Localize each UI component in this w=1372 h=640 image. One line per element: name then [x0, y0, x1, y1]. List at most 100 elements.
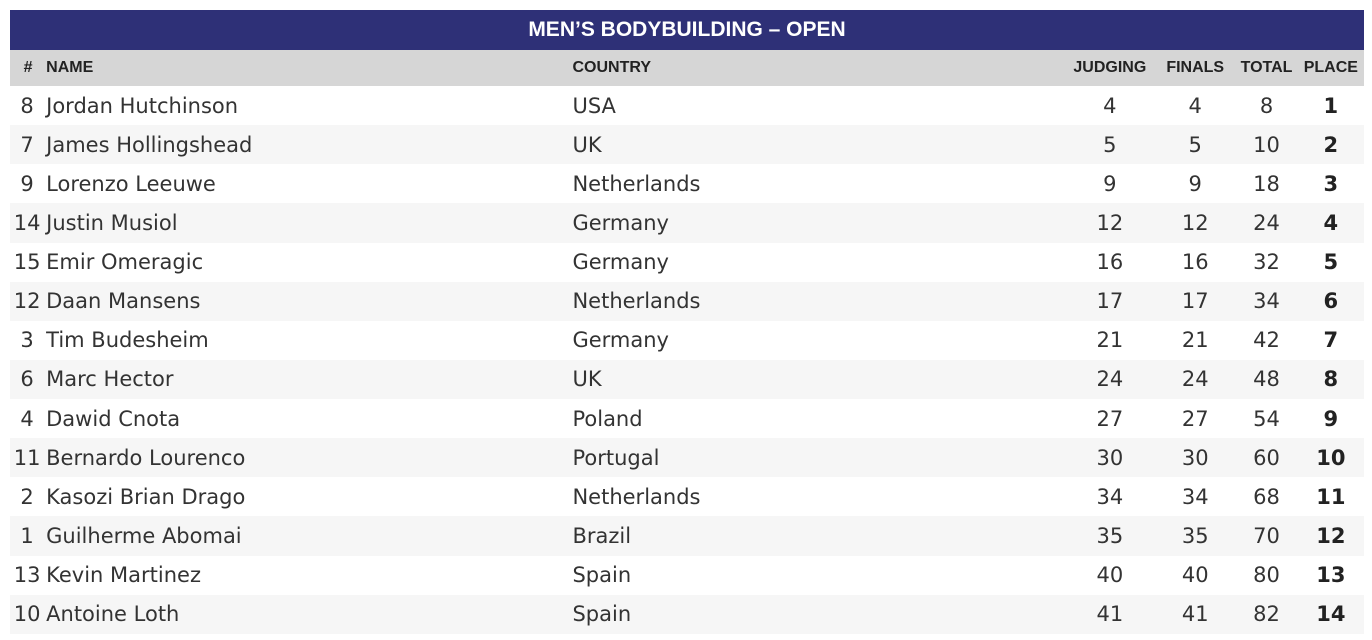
cell-place: 1	[1323, 93, 1339, 118]
cell-judging: 12	[1096, 210, 1124, 235]
cell-total: 32	[1253, 250, 1280, 275]
cell-judging: 16	[1096, 250, 1124, 275]
column-header-finals: FINALS	[1166, 59, 1225, 76]
cell-total: 34	[1253, 289, 1280, 314]
cell-country: Germany	[572, 328, 669, 353]
cell-total: 82	[1253, 602, 1280, 627]
table-row: 11 Bernardo Lourenco Portugal 30 30 60 10	[10, 438, 1364, 478]
cell-judging: 41	[1096, 602, 1124, 627]
column-header-number: #	[23, 59, 33, 76]
cell-number: 8	[20, 93, 34, 118]
cell-finals: 5	[1188, 132, 1202, 157]
column-header-place: PLACE	[1303, 59, 1358, 76]
cell-name: Lorenzo Leeuwe	[46, 171, 216, 196]
cell-name: Emir Omeragic	[46, 250, 204, 275]
table-body: 8 Jordan Hutchinson USA 4 4 8 1 7 James Hollings…	[10, 86, 1364, 634]
cell-name: Daan Mansens	[46, 289, 201, 314]
cell-judging: 9	[1103, 171, 1117, 196]
cell-number: 1	[20, 523, 34, 548]
cell-name: Tim Budesheim	[46, 328, 209, 353]
table-row: 8 Jordan Hutchinson USA 4 4 8 1	[10, 86, 1364, 125]
cell-name: Kasozi Brian Drago	[46, 484, 246, 509]
cell-place: 8	[1323, 367, 1339, 392]
cell-place: 4	[1323, 210, 1339, 235]
cell-country: Germany	[572, 210, 669, 235]
table-row: 4 Dawid Cnota Poland 27 27 54 9	[10, 399, 1364, 438]
cell-place: 11	[1316, 484, 1346, 509]
table-row: 7 James Hollingshead UK 5 5 10 2	[10, 125, 1364, 165]
cell-place: 5	[1323, 250, 1339, 275]
cell-country: Spain	[572, 563, 632, 588]
cell-finals: 4	[1188, 93, 1202, 118]
cell-finals: 21	[1181, 328, 1209, 353]
cell-country: Portugal	[572, 445, 660, 470]
cell-place: 3	[1323, 171, 1339, 196]
cell-finals: 40	[1181, 563, 1209, 588]
cell-name: Kevin Martinez	[46, 563, 201, 588]
cell-name: Guilherme Abomai	[46, 523, 242, 548]
cell-country: Germany	[572, 250, 669, 275]
cell-judging: 34	[1096, 484, 1124, 509]
cell-place: 12	[1316, 523, 1346, 548]
cell-finals: 34	[1181, 484, 1209, 509]
cell-finals: 9	[1188, 171, 1202, 196]
table-header-row: # NAME COUNTRY JUDGING FINALS TOTAL PLAC…	[10, 50, 1364, 86]
column-header-name: NAME	[46, 59, 94, 76]
cell-number: 3	[20, 328, 34, 353]
table-row: 10 Antoine Loth Spain 41 41 82 14	[10, 594, 1364, 634]
table-row: 6 Marc Hector UK 24 24 48 8	[10, 359, 1364, 399]
cell-country: UK	[572, 132, 602, 157]
cell-total: 68	[1253, 484, 1280, 509]
cell-number: 9	[20, 171, 34, 196]
cell-finals: 30	[1181, 445, 1209, 470]
cell-place: 9	[1323, 406, 1339, 431]
cell-name: Marc Hector	[46, 367, 174, 392]
cell-total: 10	[1253, 132, 1280, 157]
cell-name: James Hollingshead	[46, 132, 253, 157]
cell-country: Netherlands	[572, 484, 701, 509]
table-row: 9 Lorenzo Leeuwe Netherlands 9 9 18 3	[10, 164, 1364, 203]
results-table-container: MEN’S BODYBUILDING – OPEN # NAME COUNTRY…	[10, 10, 1364, 634]
cell-finals: 27	[1181, 406, 1209, 431]
results-table: # NAME COUNTRY JUDGING FINALS TOTAL PLAC…	[10, 50, 1364, 634]
table-row: 1 Guilherme Abomai Brazil 35 35 70 12	[10, 516, 1364, 556]
cell-total: 24	[1253, 210, 1280, 235]
cell-total: 48	[1253, 367, 1280, 392]
cell-place: 6	[1323, 289, 1339, 314]
table-row: 15 Emir Omeragic Germany 16 16 32 5	[10, 243, 1364, 282]
cell-name: Jordan Hutchinson	[46, 93, 239, 118]
cell-number: 10	[13, 602, 41, 627]
cell-judging: 5	[1103, 132, 1117, 157]
cell-total: 60	[1253, 445, 1280, 470]
cell-number: 13	[13, 563, 41, 588]
cell-number: 14	[13, 210, 41, 235]
cell-place: 13	[1316, 563, 1346, 588]
cell-judging: 4	[1103, 93, 1117, 118]
table-row: 13 Kevin Martinez Spain 40 40 80 13	[10, 556, 1364, 595]
cell-place: 14	[1316, 602, 1346, 627]
cell-judging: 40	[1096, 563, 1124, 588]
cell-judging: 35	[1096, 523, 1124, 548]
cell-number: 2	[20, 484, 34, 509]
cell-judging: 30	[1096, 445, 1124, 470]
cell-number: 7	[20, 132, 34, 157]
cell-name: Dawid Cnota	[46, 406, 181, 431]
cell-country: UK	[572, 367, 602, 392]
cell-total: 54	[1253, 406, 1280, 431]
cell-country: Netherlands	[572, 171, 701, 196]
cell-total: 8	[1259, 93, 1274, 118]
cell-judging: 17	[1096, 289, 1124, 314]
column-header-total: TOTAL	[1240, 59, 1293, 76]
cell-finals: 35	[1181, 523, 1209, 548]
column-header-country: COUNTRY	[572, 59, 651, 76]
table-row: 3 Tim Budesheim Germany 21 21 42 7	[10, 321, 1364, 360]
cell-finals: 17	[1181, 289, 1209, 314]
table-row: 2 Kasozi Brian Drago Netherlands 34 34 68 11	[10, 477, 1364, 516]
cell-country: Brazil	[572, 523, 632, 548]
cell-number: 6	[20, 367, 34, 392]
cell-number: 11	[13, 445, 41, 470]
table-title: MEN’S BODYBUILDING – OPEN	[10, 10, 1364, 50]
cell-total: 42	[1253, 328, 1280, 353]
cell-total: 18	[1253, 171, 1280, 196]
cell-place: 2	[1323, 132, 1339, 157]
